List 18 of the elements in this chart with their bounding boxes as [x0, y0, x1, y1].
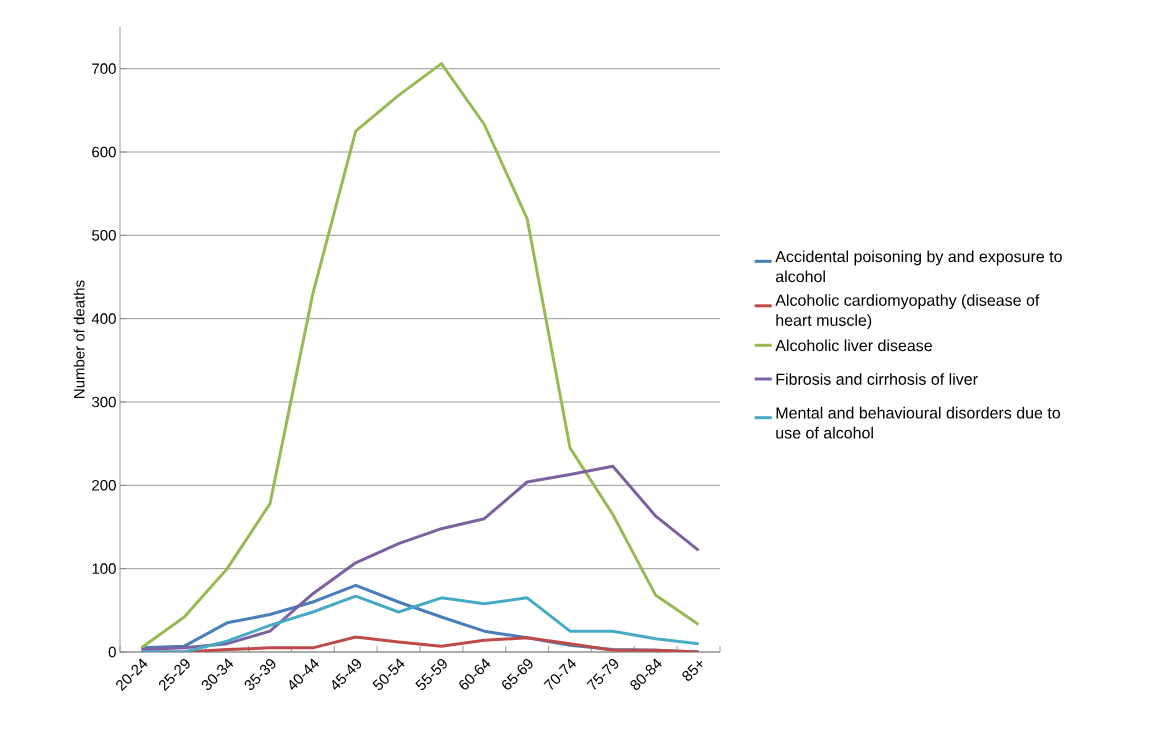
y-tick-label: 300 [92, 396, 116, 408]
line-series [139, 62, 701, 650]
legend-label: Alcoholic cardiomyopathy (disease of heart muscle) [775, 294, 1040, 330]
legend-label: Mental and behavioural disorders due to use of alcohol [776, 406, 1061, 439]
y-tick-label: 100 [92, 563, 116, 574]
y-tick-label: 700 [92, 63, 116, 74]
legend-label: Alcoholic liver disease [775, 339, 932, 352]
y-tick-label: 600 [92, 146, 116, 158]
y-axis-title: Number of deaths [73, 280, 85, 398]
x-tick-label: 85+ [682, 661, 703, 681]
y-tick-label: 400 [91, 313, 116, 324]
legend-label: Fibrosis and cirrhosis of liver [776, 373, 978, 385]
legend-label: Accidental poisoning by and exposure to alcohol [775, 250, 1062, 283]
line-series [139, 464, 701, 651]
y-tick-label: 500 [92, 230, 116, 241]
y-tick-label: 200 [92, 480, 116, 491]
y-tick-label: 0 [108, 646, 116, 658]
line-series [139, 594, 701, 652]
